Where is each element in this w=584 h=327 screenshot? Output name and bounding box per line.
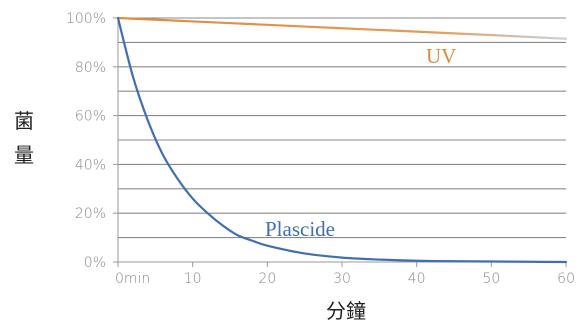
y-tick-label: 0% — [84, 255, 106, 271]
x-axis-title: 分鐘 — [326, 299, 366, 323]
series-lines — [116, 16, 568, 264]
x-tick-label: 30 — [333, 271, 351, 287]
y-tick-label: 60% — [75, 109, 106, 125]
y-tick-label: 100% — [66, 11, 106, 27]
series-label-uv: UV — [426, 44, 456, 68]
series-label-plascide: Plascide — [265, 217, 335, 241]
x-tick-label: 10 — [184, 271, 202, 287]
y-tick-label: 80% — [75, 60, 106, 76]
series-line-plascide — [116, 16, 568, 264]
grid-lines — [118, 17, 566, 239]
y-tick-label: 20% — [75, 206, 106, 222]
series-line-uv — [116, 16, 568, 40]
x-tick-label: 40 — [408, 271, 426, 287]
x-tick-label: 0min — [115, 271, 150, 287]
labels: 0% 20% 40% 60% 80% 100% 0min 10 20 30 40 50 60 UV Plas… — [14, 11, 575, 323]
x-tick-label: 60 — [557, 271, 575, 287]
axes — [113, 17, 567, 267]
y-tick-label: 40% — [75, 157, 106, 173]
x-tick-label: 20 — [258, 271, 276, 287]
y-axis-title: 菌量 — [14, 109, 34, 167]
x-tick-label: 50 — [482, 271, 500, 287]
